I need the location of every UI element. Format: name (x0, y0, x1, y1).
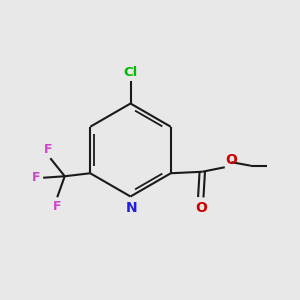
Text: O: O (225, 153, 237, 167)
Text: O: O (195, 201, 207, 215)
Text: N: N (126, 201, 138, 215)
Text: F: F (32, 171, 41, 184)
Text: F: F (53, 200, 61, 213)
Text: Cl: Cl (123, 66, 138, 79)
Text: F: F (44, 143, 53, 156)
